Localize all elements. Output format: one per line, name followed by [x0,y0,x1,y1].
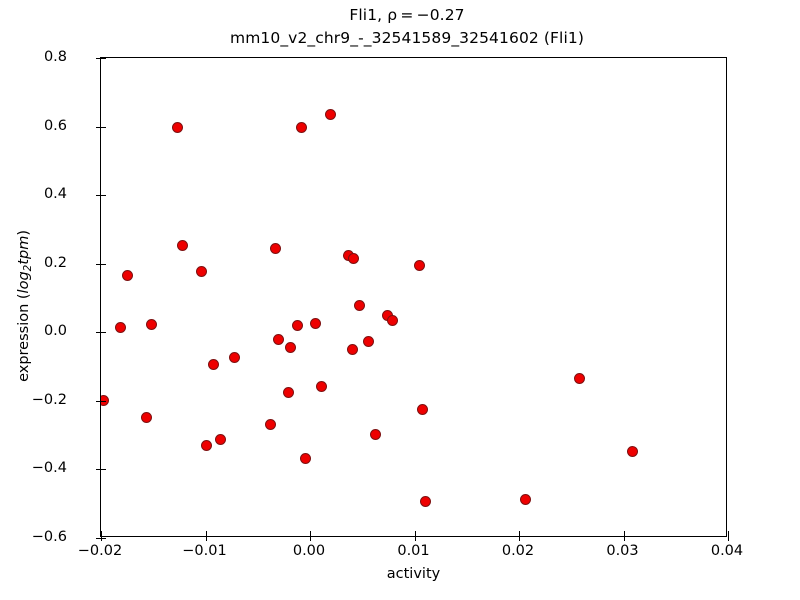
data-point [201,440,212,452]
data-point [115,321,127,333]
data-point [370,429,382,441]
y-axis-tick-label: −0.4 [31,460,67,477]
y-axis-tick-label: 0.8 [43,49,67,65]
data-point [171,122,183,134]
x-axis-tick [310,536,311,541]
data-point [315,380,327,392]
chart-title-block: Fli1, ρ = −0.27 mm10_v2_chr9_-_32541589_… [0,6,800,47]
y-axis-label-suffix: ) [16,229,33,236]
scatter-plot-area [101,58,726,536]
y-axis-label-base: 2 [21,264,34,272]
y-axis-label-prefix: expression ( [16,293,33,382]
x-axis-tick [414,531,416,536]
data-point [195,265,207,277]
y-axis-tick [101,263,106,265]
data-point [387,315,398,327]
data-point [145,318,157,330]
y-axis-tick [96,126,101,128]
data-point [300,453,312,465]
data-point [121,269,133,281]
x-axis-tick [310,531,311,536]
x-axis-tick [414,536,416,541]
data-point [348,252,360,264]
data-point [229,351,241,363]
x-axis-tick-label: −0.01 [182,543,227,559]
x-axis-label: activity [386,566,441,582]
x-axis-tick [623,531,625,536]
x-axis-tick [728,531,729,536]
data-point [420,496,432,508]
data-point [291,320,303,332]
y-axis-tick [101,58,106,59]
y-axis-tick [101,332,106,334]
x-axis-tick [101,536,102,541]
x-axis-tick [205,531,207,536]
x-axis-tick [101,531,102,536]
data-point [141,411,153,423]
y-axis-tick [96,332,101,334]
y-axis-tick [101,195,106,197]
y-axis-tick [96,400,101,402]
y-axis-label-unit: tpm [16,235,33,265]
y-axis-tick [96,538,101,539]
data-point [269,243,281,255]
y-axis-tick [101,538,106,539]
data-point [627,446,639,458]
data-point [347,344,359,356]
y-axis-label-log: log [16,271,33,294]
y-axis-tick-label: 0.0 [43,323,67,340]
x-axis-tick [519,531,520,536]
x-axis-tick [205,536,207,541]
data-point [362,336,374,347]
data-point [417,403,429,415]
y-axis-tick-label: −0.6 [31,529,67,545]
y-axis-label: expression (log2tpm) [16,176,34,436]
data-point [214,434,226,446]
chart-title-line-2: mm10_v2_chr9_-_32541589_32541602 (Fli1) [230,28,584,47]
data-point [414,259,426,271]
x-axis-tick [623,536,625,541]
y-axis-tick-label: 0.2 [43,254,67,271]
chart-title-line-1: Fli1, ρ = −0.27 [349,6,465,24]
x-axis-tick [519,536,520,541]
y-axis-tick [101,126,106,128]
x-axis-tick-label: 0.02 [501,543,535,559]
y-axis-tick [96,469,101,471]
data-point [282,386,294,398]
data-point [264,418,276,430]
data-point [101,394,109,406]
data-point [309,317,321,329]
data-point [284,341,296,353]
plot-axes-frame [96,57,729,541]
data-point [296,122,308,134]
data-point [353,300,365,312]
y-axis-tick [96,195,101,197]
y-axis-tick-label: 0.6 [43,117,67,134]
data-point [208,358,220,370]
y-axis-tick-label: −0.2 [31,391,67,408]
y-axis-tick [101,469,106,471]
x-axis-tick-label: 0.01 [397,543,430,559]
x-axis-tick [728,536,729,541]
y-axis-tick [96,263,101,265]
x-axis-tick-label: 0.04 [710,543,744,559]
data-point [273,333,285,345]
x-axis-tick-label: −0.02 [77,543,123,559]
data-point [325,109,337,121]
data-point [574,373,586,385]
x-axis-tick-label: 0.03 [606,543,639,559]
y-axis-tick [96,58,101,59]
x-axis-tick-label: 0.00 [292,543,326,559]
data-point [176,240,188,251]
y-axis-tick-label: 0.4 [43,186,67,203]
data-point [519,494,531,506]
y-axis-tick [101,400,106,402]
